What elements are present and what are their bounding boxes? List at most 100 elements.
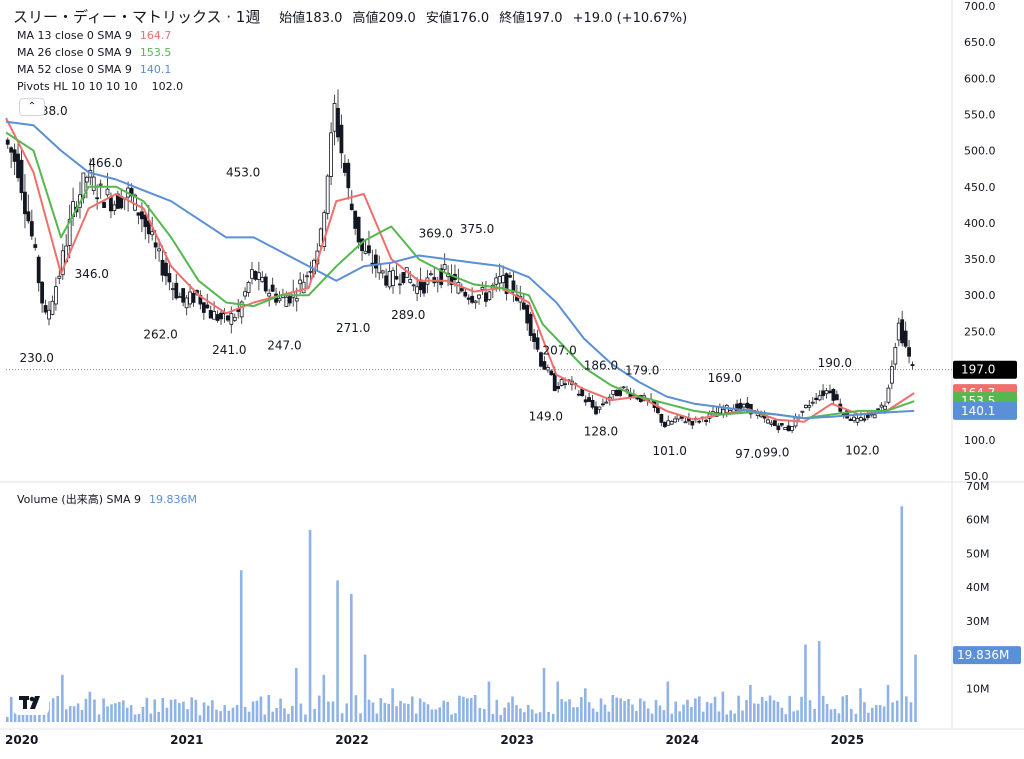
volume-bar <box>841 696 845 722</box>
candle <box>814 392 819 405</box>
candle-body <box>545 367 550 371</box>
candle <box>19 148 24 201</box>
volume-bar <box>837 713 841 722</box>
candle-body <box>422 282 426 294</box>
candle <box>432 266 437 287</box>
candle-body <box>810 401 815 404</box>
candle <box>174 273 179 300</box>
candle <box>597 406 602 414</box>
candle-body <box>363 250 368 254</box>
pivot-label: 186.0 <box>584 359 618 373</box>
candle-body <box>53 286 58 305</box>
candle-body <box>542 361 547 370</box>
indicator-legend-ma26[interactable]: MA 26 close 0 SMA 9 153.5 <box>17 46 172 59</box>
volume-bar <box>446 701 449 722</box>
volume-bar <box>350 593 353 722</box>
pivot-label: 346.0 <box>75 267 109 281</box>
time-axis-tick: 2025 <box>831 733 864 747</box>
tradingview-logo-icon[interactable] <box>13 689 49 715</box>
candle-body <box>243 291 248 297</box>
candle <box>903 321 908 349</box>
candle-body <box>356 216 361 243</box>
candle <box>783 426 788 430</box>
indicator-legend-ma13[interactable]: MA 13 close 0 SMA 9 164.7 <box>17 29 172 42</box>
volume-bar <box>749 684 752 722</box>
candle-body <box>673 418 678 423</box>
volume-bar <box>705 701 709 722</box>
volume-bar <box>399 700 402 722</box>
volume-bar <box>255 700 259 722</box>
candle <box>600 398 605 407</box>
candle-body <box>212 311 217 320</box>
candle <box>459 283 464 293</box>
candle <box>587 392 592 403</box>
volume-bar <box>426 704 430 722</box>
volume-bar <box>859 688 862 722</box>
candle <box>594 401 598 416</box>
candle-body <box>253 271 258 280</box>
volume-bar <box>499 715 503 722</box>
candle <box>394 264 399 281</box>
candle-body <box>604 401 609 404</box>
candle <box>112 200 117 215</box>
candle <box>590 395 595 410</box>
volume-bar <box>591 708 595 722</box>
ma13-line <box>5 117 915 423</box>
volume-legend[interactable]: Volume (出来高) SMA 9 19.836M <box>17 493 197 506</box>
symbol-title[interactable]: スリー・ディー・マトリックス · 1週 <box>13 8 261 26</box>
volume-bar <box>792 711 795 722</box>
volume-bar <box>772 700 776 722</box>
candle-body <box>160 259 165 276</box>
volume-bar <box>737 695 740 722</box>
pivot-label: 128.0 <box>584 425 618 439</box>
candle <box>26 194 31 224</box>
volume-bar <box>442 700 446 722</box>
indicator-legend-ma52[interactable]: MA 52 close 0 SMA 9 140.1 <box>17 63 172 76</box>
candle <box>490 282 495 299</box>
volume-bar <box>850 708 853 722</box>
volume-bar <box>327 701 330 722</box>
candle-body <box>614 389 619 397</box>
candle-body <box>501 275 506 284</box>
candle <box>71 187 75 227</box>
volume-bar <box>414 713 418 722</box>
volume-bar <box>215 709 218 722</box>
volume-bar <box>363 654 367 722</box>
candle-body <box>907 347 911 357</box>
legend-collapse-button[interactable]: ⌃ <box>19 98 45 116</box>
volume-bar <box>776 701 780 722</box>
candle <box>356 216 361 249</box>
volume-bar <box>125 707 129 722</box>
candle-body <box>783 427 788 430</box>
volume-bar <box>42 708 46 722</box>
candle <box>339 114 344 169</box>
volume-bar <box>863 702 866 722</box>
candle-body <box>889 366 894 384</box>
candle <box>576 390 581 397</box>
volume-bar <box>51 698 55 722</box>
candle <box>349 190 354 211</box>
indicator-legend-pivots[interactable]: Pivots HL 10 10 10 10 102.0 <box>17 80 184 93</box>
candle-body <box>886 387 891 403</box>
candle-body <box>170 288 175 291</box>
volume-bar <box>80 710 84 722</box>
candle <box>893 342 898 370</box>
candle-body <box>611 390 616 395</box>
candle-body <box>136 212 141 216</box>
chart-header: スリー・ディー・マトリックス · 1週 始値183.0 高値209.0 安値17… <box>13 6 687 27</box>
volume-bar <box>607 711 611 722</box>
volume-bar <box>137 713 141 722</box>
ma52-line <box>5 120 915 420</box>
volume-bar <box>534 713 538 722</box>
volume-bar <box>182 701 185 722</box>
candle-body <box>456 282 461 294</box>
volume-axis-tick: 10M <box>966 682 990 695</box>
candle-body <box>277 298 282 302</box>
volume-bar <box>88 691 92 722</box>
volume-bar <box>263 714 267 722</box>
price-axis-tick: 250.0 <box>964 325 996 338</box>
volume-bar <box>206 705 210 722</box>
candle <box>50 295 55 316</box>
candle <box>508 271 512 278</box>
